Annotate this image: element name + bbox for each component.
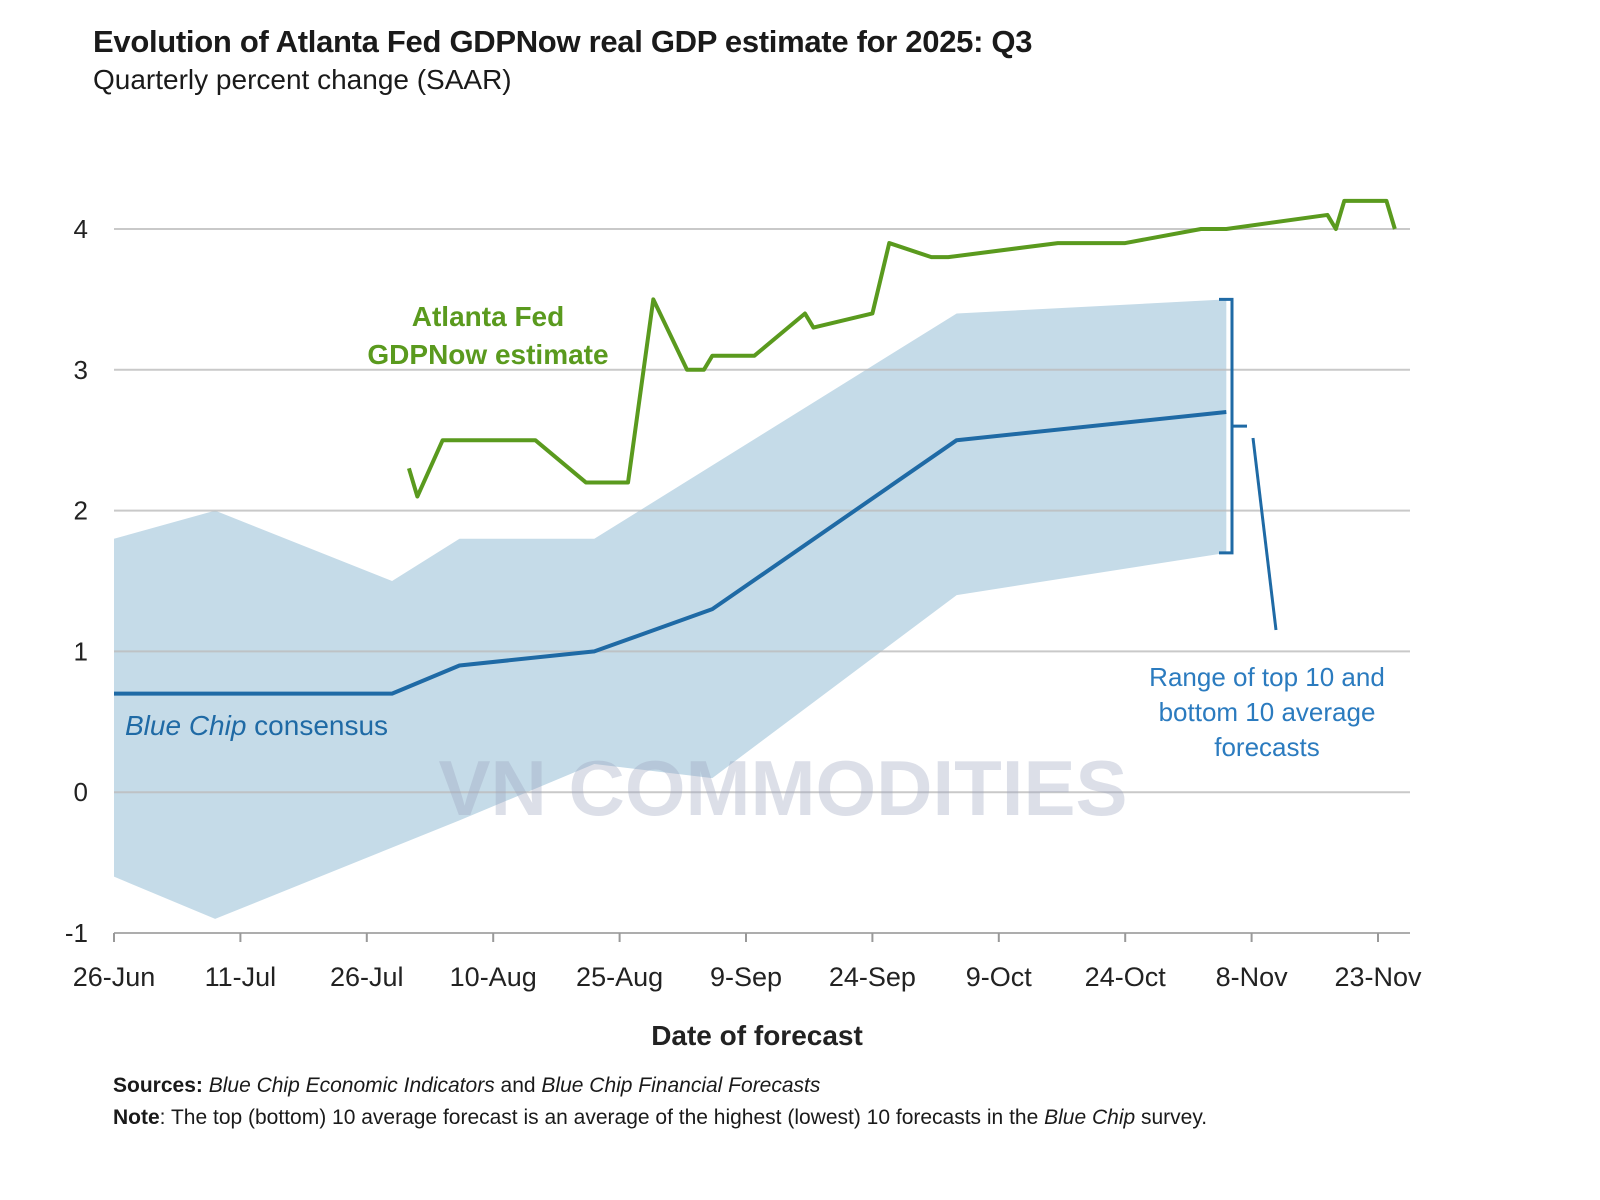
sources-and: and bbox=[494, 1074, 542, 1097]
chart-subtitle: Quarterly percent change (SAAR) bbox=[93, 64, 512, 95]
gdpnow-line bbox=[407, 198, 1397, 499]
x-tick-label: 8-Nov bbox=[1216, 962, 1289, 992]
sources-label: Sources: bbox=[113, 1074, 203, 1097]
x-tick-label: 26-Jun bbox=[73, 962, 156, 992]
range-annotation-leader bbox=[1251, 437, 1278, 631]
x-tick-label: 24-Oct bbox=[1085, 962, 1167, 992]
note-italic: Blue Chip bbox=[1044, 1106, 1136, 1129]
range-label: bottom 10 average bbox=[1159, 697, 1376, 727]
range-label: Range of top 10 and bbox=[1149, 662, 1385, 692]
gdpnow-label: Atlanta Fed bbox=[412, 301, 564, 332]
sources-note: Sources: Blue Chip Economic Indicators a… bbox=[113, 1074, 820, 1098]
x-tick-label: 9-Oct bbox=[966, 962, 1033, 992]
x-tick-label: 10-Aug bbox=[450, 962, 537, 992]
note-text: : The top (bottom) 10 average forecast i… bbox=[159, 1106, 1045, 1129]
x-tick-label: 26-Jul bbox=[330, 962, 404, 992]
gdpnow-label: GDPNow estimate bbox=[367, 339, 608, 370]
note-end: survey. bbox=[1135, 1106, 1208, 1129]
watermark: VN COMMODITIES bbox=[438, 744, 1127, 832]
y-tick-label: 1 bbox=[74, 636, 88, 666]
source-b: Blue Chip Financial Forecasts bbox=[541, 1074, 821, 1097]
source-a: Blue Chip Economic Indicators bbox=[208, 1074, 495, 1097]
x-axis-label: Date of forecast bbox=[651, 1020, 863, 1051]
range-bracket bbox=[1219, 297, 1247, 555]
range-label: forecasts bbox=[1214, 732, 1320, 762]
blue-chip-consensus-line bbox=[114, 410, 1227, 696]
forecast-range-band bbox=[114, 299, 1227, 919]
x-tick-label: 24-Sep bbox=[829, 962, 916, 992]
note-label: Note bbox=[113, 1106, 160, 1129]
x-tick-label: 11-Jul bbox=[205, 962, 277, 992]
x-tick-label: 9-Sep bbox=[710, 962, 782, 992]
blue-chip-label: Blue Chip consensus bbox=[125, 710, 388, 741]
footnote: Note: The top (bottom) 10 average foreca… bbox=[113, 1106, 1207, 1130]
x-tick-label: 23-Nov bbox=[1334, 962, 1422, 992]
y-tick-label: 0 bbox=[74, 777, 88, 807]
x-tick-label: 25-Aug bbox=[576, 962, 663, 992]
y-tick-label: -1 bbox=[65, 918, 88, 948]
y-tick-label: 3 bbox=[74, 355, 88, 385]
y-tick-label: 4 bbox=[74, 214, 88, 244]
chart-title: Evolution of Atlanta Fed GDPNow real GDP… bbox=[93, 24, 1033, 59]
y-tick-label: 2 bbox=[74, 496, 88, 526]
